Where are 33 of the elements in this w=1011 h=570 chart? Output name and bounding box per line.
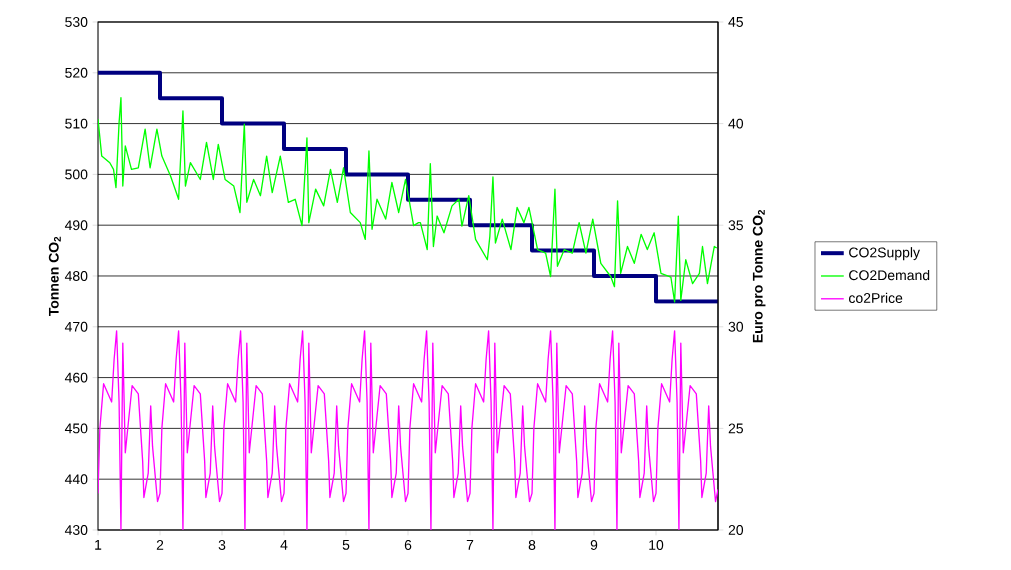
x-tick-label: 8 <box>528 540 536 550</box>
x-tick-label: 3 <box>218 540 226 550</box>
x-tick-label: 7 <box>466 540 474 550</box>
y-tick-label: 480 <box>64 271 88 281</box>
y2-tick-label: 40 <box>728 118 744 129</box>
y-tick-label: 430 <box>64 525 88 535</box>
y-axis-title: Tonnen CO$_{2}$ <box>48 236 61 317</box>
y2-tick-label: 25 <box>728 423 744 434</box>
legend-label: CO2Supply <box>849 247 920 261</box>
x-tick-label: 9 <box>590 540 598 550</box>
x-tick-label: 1 <box>95 540 102 550</box>
y2-tick-label: 45 <box>728 17 744 27</box>
x-tick-label: 6 <box>404 540 412 550</box>
x-tick-label: 2 <box>156 540 164 550</box>
y2-tick-label: 30 <box>728 321 744 332</box>
legend-label: CO2Demand <box>849 269 930 281</box>
x-tick-label: 4 <box>280 540 288 550</box>
y-tick-label: 460 <box>64 372 88 383</box>
y-tick-label: 500 <box>65 169 88 180</box>
y-tick-label: 510 <box>65 118 88 129</box>
y-tick-label: 440 <box>64 474 88 485</box>
legend-label: co2Price <box>849 292 903 304</box>
x-tick-label: 10 <box>649 540 664 550</box>
x-tick-label: 5 <box>342 540 350 550</box>
line-series <box>98 330 718 530</box>
y2-tick-label: 20 <box>728 525 744 535</box>
y-tick-label: 520 <box>65 67 88 78</box>
y-tick-label: 450 <box>64 423 88 434</box>
y2-axis-title: Euro pro Tonne CO$_{2}$ <box>752 209 766 343</box>
y-tick-label: 470 <box>64 321 88 332</box>
y2-tick-label: 35 <box>728 220 744 231</box>
y-tick-label: 490 <box>64 220 88 231</box>
y-tick-label: 530 <box>65 17 88 27</box>
